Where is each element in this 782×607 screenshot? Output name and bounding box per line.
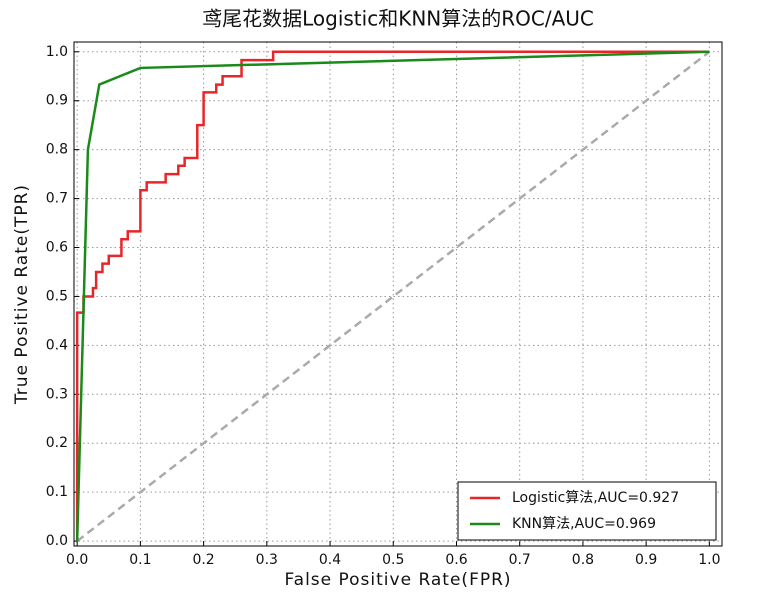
y-tick-label: 1.0 [46, 44, 68, 60]
x-tick-label: 0.0 [66, 552, 88, 568]
y-tick-label: 0.7 [46, 191, 68, 207]
y-tick-label: 0.4 [46, 337, 68, 353]
x-tick-label: 0.9 [635, 552, 657, 568]
plot-frame [73, 41, 723, 547]
reference-line [76, 50, 711, 543]
legend-box [457, 481, 717, 541]
x-tick-label: 1.0 [698, 552, 720, 568]
y-tick-label: 0.5 [46, 288, 68, 304]
x-tick-label: 0.4 [319, 552, 341, 568]
x-axis-label: False Positive Rate(FPR) [284, 570, 511, 590]
x-tick-label: 0.3 [256, 552, 278, 568]
y-tick-label: 0.8 [46, 142, 68, 158]
x-tick-label: 0.1 [129, 552, 151, 568]
roc-line [75, 50, 710, 542]
legend-label: KNN算法,AUC=0.969 [512, 516, 656, 532]
y-tick-label: 0.2 [46, 435, 68, 451]
y-axis-label: True Positive Rate(TPR) [12, 184, 32, 405]
chart-title: 鸢尾花数据Logistic和KNN算法的ROC/AUC [202, 7, 594, 31]
y-tick-label: 0.9 [46, 93, 68, 109]
x-tick-label: 0.6 [445, 552, 467, 568]
y-tick-label: 0.1 [46, 484, 68, 500]
y-tick-label: 0.0 [46, 533, 68, 549]
legend-label: Logistic算法,AUC=0.927 [512, 490, 679, 506]
x-tick-label: 0.8 [572, 552, 594, 568]
x-tick-label: 0.5 [382, 552, 404, 568]
roc-line [75, 50, 710, 542]
y-tick-label: 0.6 [46, 240, 68, 256]
x-tick-label: 0.2 [192, 552, 214, 568]
x-tick-label: 0.7 [509, 552, 531, 568]
y-tick-label: 0.3 [46, 386, 68, 402]
